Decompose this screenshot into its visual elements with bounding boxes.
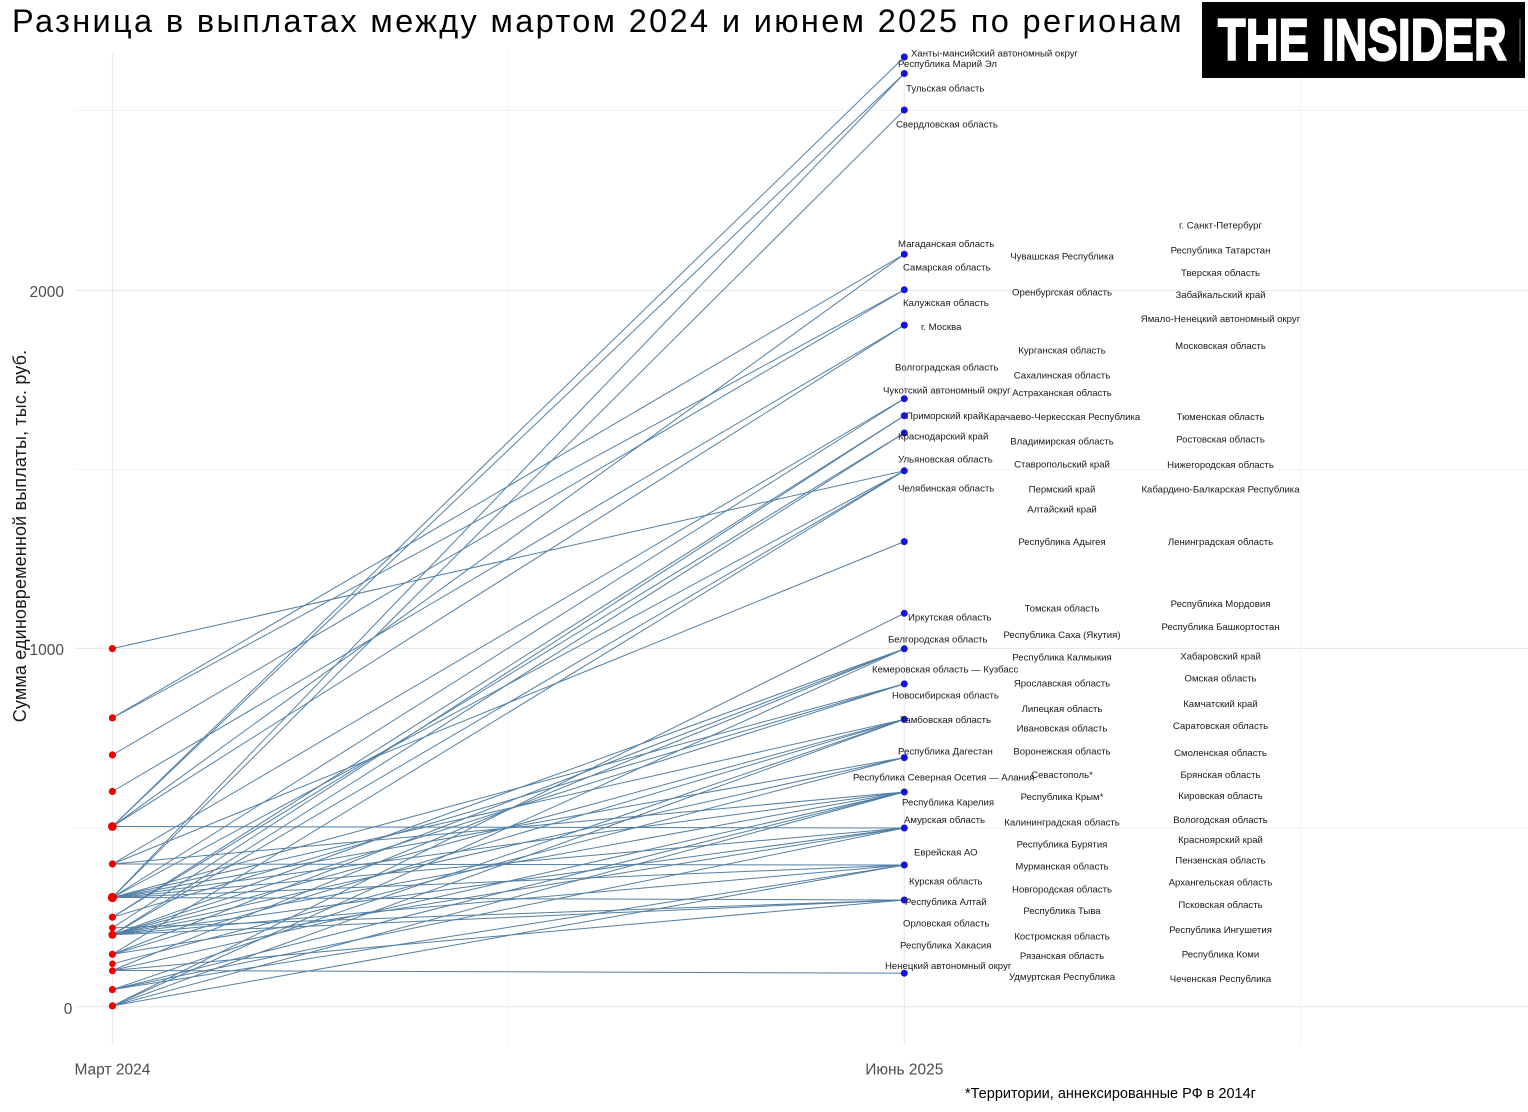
svg-text:Республика Саха (Якутия): Республика Саха (Якутия): [1003, 630, 1120, 641]
svg-text:Тверская область: Тверская область: [1181, 268, 1260, 279]
svg-text:Сумма единовременной выплаты,: Сумма единовременной выплаты, тыс. руб.: [10, 350, 30, 723]
svg-text:Республика Калмыкия: Республика Калмыкия: [1012, 653, 1111, 664]
svg-text:Архангельская область: Архангельская область: [1169, 878, 1273, 889]
svg-text:Вологодская область: Вологодская область: [1173, 815, 1268, 826]
svg-text:Еврейская АО: Еврейская АО: [914, 848, 978, 859]
svg-text:Новосибирская область: Новосибирская область: [892, 691, 999, 702]
svg-text:Белгородская область: Белгородская область: [888, 635, 988, 646]
svg-text:Томская область: Томская область: [1025, 604, 1100, 615]
svg-text:Ленинградская область: Ленинградская область: [1168, 537, 1273, 548]
svg-text:Камчатский край: Камчатский край: [1183, 699, 1258, 710]
svg-text:Калининградская область: Калининградская область: [1004, 818, 1120, 829]
svg-text:Удмуртская Республика: Удмуртская Республика: [1009, 972, 1116, 983]
svg-text:Республика Ингушетия: Республика Ингушетия: [1169, 925, 1272, 936]
svg-text:Хабаровский край: Хабаровский край: [1180, 652, 1261, 663]
svg-text:Нижегородская область: Нижегородская область: [1167, 460, 1274, 471]
svg-text:Мурманская область: Мурманская область: [1015, 862, 1108, 873]
svg-text:Московская область: Московская область: [1175, 341, 1266, 352]
svg-text:Тульская область: Тульская область: [906, 84, 984, 95]
svg-text:Псковская область: Псковская область: [1178, 900, 1262, 911]
svg-text:Республика Марий Эл: Республика Марий Эл: [898, 59, 997, 70]
svg-text:2000: 2000: [30, 284, 65, 301]
svg-text:0: 0: [64, 1001, 73, 1018]
svg-text:Республика Бурятия: Республика Бурятия: [1017, 840, 1108, 851]
svg-text:Ямало-Ненецкий автономный окру: Ямало-Ненецкий автономный округ: [1141, 314, 1301, 325]
svg-text:Калужская область: Калужская область: [903, 298, 989, 309]
svg-text:Иркутская область: Иркутская область: [908, 613, 992, 624]
svg-text:Самарская область: Самарская область: [903, 263, 991, 274]
svg-text:Забайкальский край: Забайкальский край: [1175, 290, 1265, 301]
svg-text:Ставропольский край: Ставропольский край: [1014, 460, 1110, 471]
svg-text:Магаданская область: Магаданская область: [898, 239, 994, 250]
svg-text:г. Москва: г. Москва: [921, 322, 962, 333]
svg-text:Карачаево-Черкесская Республик: Карачаево-Черкесская Республика: [984, 412, 1141, 423]
svg-text:Чувашская Республика: Чувашская Республика: [1010, 252, 1114, 263]
svg-text:Омская область: Омская область: [1185, 674, 1257, 685]
svg-text:Кировская область: Кировская область: [1178, 791, 1263, 802]
svg-text:Волгоградская область: Волгоградская область: [895, 363, 998, 374]
svg-text:Севастополь*: Севастополь*: [1031, 770, 1093, 781]
svg-text:Краснодарский край: Краснодарский край: [898, 432, 988, 443]
svg-text:Воронежская область: Воронежская область: [1013, 747, 1110, 758]
svg-text:Чеченская Республика: Чеченская Республика: [1170, 974, 1272, 985]
svg-text:Республика Карелия: Республика Карелия: [902, 798, 994, 809]
svg-text:Республика Башкортостан: Республика Башкортостан: [1161, 622, 1279, 633]
svg-text:Тюменская область: Тюменская область: [1177, 412, 1265, 423]
svg-text:Кемеровская область — Кузбасс: Кемеровская область — Кузбасс: [872, 665, 1018, 676]
svg-text:Новгородская область: Новгородская область: [1012, 885, 1112, 896]
svg-text:Челябинская область: Челябинская область: [898, 484, 994, 495]
svg-text:Республика Дагестан: Республика Дагестан: [898, 747, 993, 758]
svg-text:Владимирская область: Владимирская область: [1010, 437, 1114, 448]
svg-text:1000: 1000: [30, 642, 65, 659]
svg-text:Рязанская область: Рязанская область: [1020, 951, 1104, 962]
svg-text:Смоленская область: Смоленская область: [1174, 748, 1267, 759]
svg-text:Тамбовская область: Тамбовская область: [900, 715, 991, 726]
svg-text:Республика Коми: Республика Коми: [1182, 950, 1260, 961]
svg-text:Июнь 2025: Июнь 2025: [865, 1062, 943, 1079]
svg-text:Брянская область: Брянская область: [1181, 770, 1261, 781]
svg-text:Ярославская область: Ярославская область: [1014, 679, 1110, 690]
svg-text:Республика Адыгея: Республика Адыгея: [1018, 537, 1105, 548]
svg-text:Республика Крым*: Республика Крым*: [1021, 792, 1104, 803]
svg-text:Ростовская область: Ростовская область: [1176, 435, 1265, 446]
svg-text:Курганская область: Курганская область: [1018, 346, 1105, 357]
svg-text:Республика Хакасия: Республика Хакасия: [900, 941, 991, 952]
svg-text:Красноярский край: Красноярский край: [1178, 835, 1263, 846]
svg-text:Пермский край: Пермский край: [1029, 485, 1096, 496]
svg-text:Ханты-мансийский автономный ок: Ханты-мансийский автономный округ: [911, 49, 1078, 60]
svg-text:Сахалинская область: Сахалинская область: [1014, 371, 1111, 382]
svg-text:Ульяновская область: Ульяновская область: [898, 455, 993, 466]
svg-text:Республика Северная Осетия — А: Республика Северная Осетия — Алания: [853, 773, 1034, 784]
svg-text:Республика Алтай: Республика Алтай: [905, 897, 987, 908]
svg-text:Март 2024: Март 2024: [74, 1062, 150, 1079]
svg-text:Костромская область: Костромская область: [1014, 932, 1109, 943]
svg-text:Пензенская область: Пензенская область: [1175, 856, 1265, 867]
svg-text:Ивановская область: Ивановская область: [1017, 724, 1108, 735]
svg-text:*Территории, аннексированные Р: *Территории, аннексированные РФ в 2014г: [965, 1086, 1256, 1102]
svg-text:Амурская область: Амурская область: [904, 815, 985, 826]
svg-text:Курская область: Курская область: [909, 877, 983, 888]
svg-text:Алтайский край: Алтайский край: [1027, 505, 1097, 516]
svg-text:Астраханская область: Астраханская область: [1012, 388, 1112, 399]
svg-text:Республика Мордовия: Республика Мордовия: [1171, 599, 1271, 610]
svg-text:Оренбургская область: Оренбургская область: [1012, 288, 1112, 299]
svg-text:Кабардино-Балкарская Республик: Кабардино-Балкарская Республика: [1141, 485, 1300, 496]
svg-text:г. Санкт-Петербург: г. Санкт-Петербург: [1179, 221, 1262, 232]
svg-text:Саратовская область: Саратовская область: [1173, 721, 1268, 732]
svg-text:Республика Татарстан: Республика Татарстан: [1171, 246, 1271, 257]
svg-text:Липецкая область: Липецкая область: [1022, 704, 1103, 715]
svg-text:Чукотский автономный округ: Чукотский автономный округ: [883, 386, 1011, 397]
svg-text:Орловская область: Орловская область: [903, 919, 989, 930]
svg-text:Ненецкий автономный округ: Ненецкий автономный округ: [885, 961, 1012, 972]
svg-text:Приморский край: Приморский край: [906, 411, 983, 422]
svg-text:Свердловская область: Свердловская область: [896, 120, 998, 131]
svg-text:Республика Тыва: Республика Тыва: [1023, 906, 1101, 917]
